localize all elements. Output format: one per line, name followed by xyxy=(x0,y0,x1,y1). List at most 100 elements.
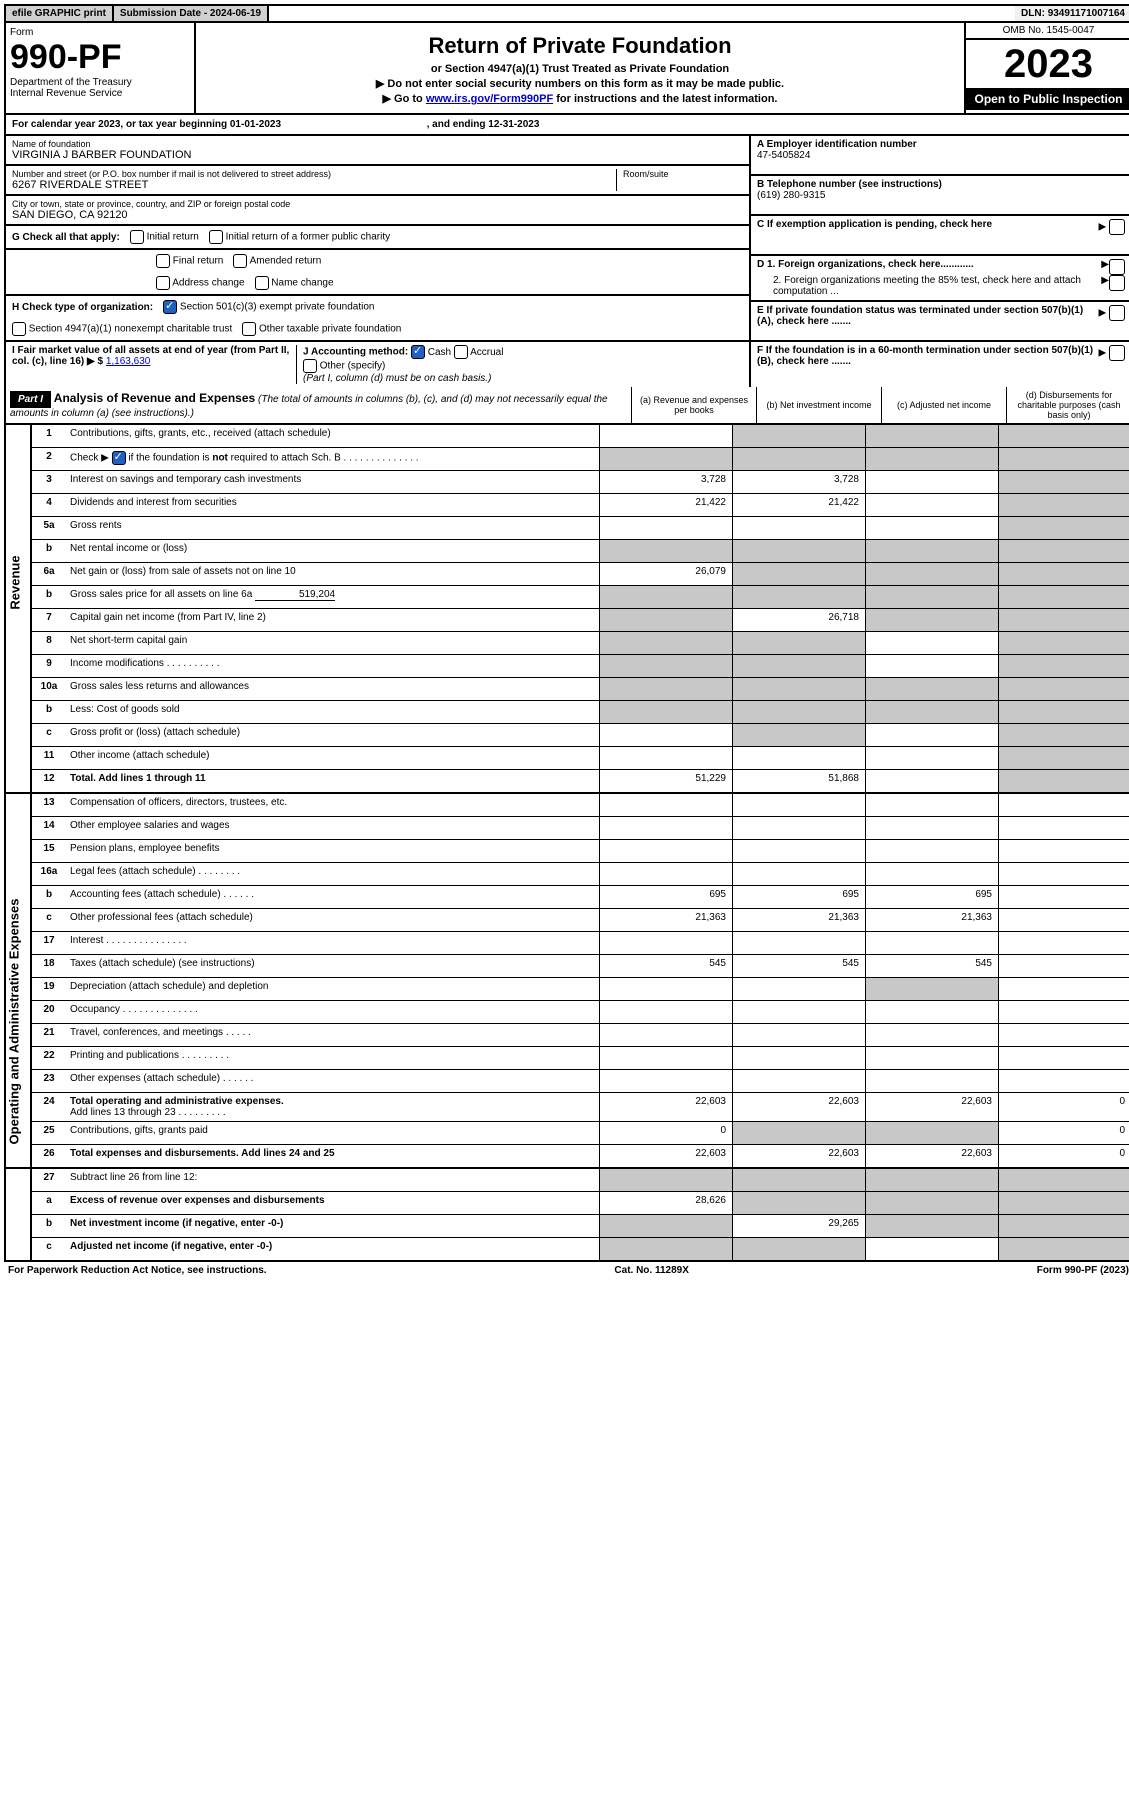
r18b: 545 xyxy=(732,955,865,977)
r24d: 0 xyxy=(998,1093,1129,1121)
g-check-row-2: Final return Amended return xyxy=(6,250,749,272)
line-13: Compensation of officers, directors, tru… xyxy=(66,794,599,816)
r2a: Check ▶ xyxy=(70,453,109,464)
c-label: C If exemption application is pending, c… xyxy=(757,219,1099,251)
note2-post: for instructions and the latest informat… xyxy=(553,93,777,105)
fmv-value[interactable]: 1,163,630 xyxy=(106,356,151,367)
f-checkbox[interactable] xyxy=(1109,345,1125,361)
r2c: not xyxy=(212,453,228,464)
line-16a: Legal fees (attach schedule) . . . . . .… xyxy=(66,863,599,885)
note-1: ▶ Do not enter social security numbers o… xyxy=(202,77,958,90)
501c3-checkbox[interactable] xyxy=(163,300,177,314)
line-4: Dividends and interest from securities xyxy=(66,494,599,516)
r25a: 0 xyxy=(599,1122,732,1144)
accrual-checkbox[interactable] xyxy=(454,345,468,359)
col-b-hdr: (b) Net investment income xyxy=(756,387,881,423)
g3: Final return xyxy=(173,256,224,267)
4947-checkbox[interactable] xyxy=(12,322,26,336)
address-change-checkbox[interactable] xyxy=(156,276,170,290)
r26a: 22,603 xyxy=(599,1145,732,1167)
r3a: 3,728 xyxy=(599,471,732,493)
line-2: Check ▶ if the foundation is not require… xyxy=(66,448,599,470)
r12a: 51,229 xyxy=(599,770,732,792)
other-taxable-checkbox[interactable] xyxy=(242,322,256,336)
j3: Other (specify) xyxy=(320,361,386,372)
ein-cell: A Employer identification number 47-5405… xyxy=(751,136,1129,176)
note2-pre: ▶ Go to xyxy=(383,93,426,105)
initial-former-checkbox[interactable] xyxy=(209,230,223,244)
part1-badge: Part I xyxy=(10,391,51,408)
form-title: Return of Private Foundation xyxy=(202,33,958,59)
r16cc: 21,363 xyxy=(865,909,998,931)
schb-checkbox[interactable] xyxy=(112,451,126,465)
cash-checkbox[interactable] xyxy=(411,345,425,359)
foundation-name: VIRGINIA J BARBER FOUNDATION xyxy=(12,149,743,161)
r26c: 22,603 xyxy=(865,1145,998,1167)
name-label: Name of foundation xyxy=(12,139,743,149)
g4: Amended return xyxy=(250,256,322,267)
h3: Other taxable private foundation xyxy=(259,324,401,335)
h-check-row: H Check type of organization: Section 50… xyxy=(6,296,749,318)
initial-return-checkbox[interactable] xyxy=(130,230,144,244)
line-23: Other expenses (attach schedule) . . . .… xyxy=(66,1070,599,1092)
open-public: Open to Public Inspection xyxy=(966,88,1129,110)
amended-return-checkbox[interactable] xyxy=(233,254,247,268)
r16bc: 695 xyxy=(865,886,998,908)
e-checkbox[interactable] xyxy=(1109,305,1125,321)
f-cell: F If the foundation is in a 60-month ter… xyxy=(751,342,1129,380)
f-label: F If the foundation is in a 60-month ter… xyxy=(757,345,1099,377)
r7b: 26,718 xyxy=(732,609,865,631)
part1-title: Analysis of Revenue and Expenses xyxy=(54,391,255,405)
line-21: Travel, conferences, and meetings . . . … xyxy=(66,1024,599,1046)
d1-checkbox[interactable] xyxy=(1109,259,1125,275)
line-5b: Net rental income or (loss) xyxy=(66,540,599,562)
d2-checkbox[interactable] xyxy=(1109,275,1125,291)
r6b-val: 519,204 xyxy=(255,589,335,601)
tel-cell: B Telephone number (see instructions) (6… xyxy=(751,176,1129,216)
line-8: Net short-term capital gain xyxy=(66,632,599,654)
line-16c: Other professional fees (attach schedule… xyxy=(66,909,599,931)
header-right: OMB No. 1545-0047 2023 Open to Public In… xyxy=(966,23,1129,113)
name-change-checkbox[interactable] xyxy=(255,276,269,290)
r24b: 22,603 xyxy=(732,1093,865,1121)
final-return-checkbox[interactable] xyxy=(156,254,170,268)
r26d: 0 xyxy=(998,1145,1129,1167)
i-label: I Fair market value of all assets at end… xyxy=(12,345,289,367)
line-1: Contributions, gifts, grants, etc., rece… xyxy=(66,425,599,447)
line-9: Income modifications . . . . . . . . . . xyxy=(66,655,599,677)
j1: Cash xyxy=(428,347,451,358)
line-20: Occupancy . . . . . . . . . . . . . . xyxy=(66,1001,599,1023)
line-6a: Net gain or (loss) from sale of assets n… xyxy=(66,563,599,585)
r24a: 22,603 xyxy=(599,1093,732,1121)
r16cb: 21,363 xyxy=(732,909,865,931)
revenue-side-label: Revenue xyxy=(6,425,32,792)
address-cell: Number and street (or P.O. box number if… xyxy=(6,166,749,196)
revenue-label: Revenue xyxy=(8,555,23,609)
line-10a: Gross sales less returns and allowances xyxy=(66,678,599,700)
r2d: required to attach Sch. B xyxy=(228,453,341,464)
cal-begin: 01-01-2023 xyxy=(230,119,281,130)
revenue-table: Revenue 1Contributions, gifts, grants, e… xyxy=(4,425,1129,794)
part1-desc: Part I Analysis of Revenue and Expenses … xyxy=(6,387,631,423)
h2: Section 4947(a)(1) nonexempt charitable … xyxy=(29,324,232,335)
h-label: H Check type of organization: xyxy=(12,302,153,313)
line-27b: Net investment income (if negative, ente… xyxy=(66,1215,599,1237)
d2-label: 2. Foreign organizations meeting the 85%… xyxy=(757,275,1101,297)
line-26: Total expenses and disbursements. Add li… xyxy=(66,1145,599,1167)
irs-link[interactable]: www.irs.gov/Form990PF xyxy=(426,93,553,105)
header-left: Form 990-PF Department of the Treasury I… xyxy=(6,23,196,113)
g1: Initial return xyxy=(147,232,199,243)
c-checkbox[interactable] xyxy=(1109,219,1125,235)
other-acct-checkbox[interactable] xyxy=(303,359,317,373)
line-22: Printing and publications . . . . . . . … xyxy=(66,1047,599,1069)
c-cell: C If exemption application is pending, c… xyxy=(751,216,1129,256)
line-17: Interest . . . . . . . . . . . . . . . xyxy=(66,932,599,954)
expenses-side-label: Operating and Administrative Expenses xyxy=(6,794,32,1167)
tax-year: 2023 xyxy=(966,40,1129,88)
d-cell: D 1. Foreign organizations, check here..… xyxy=(751,256,1129,302)
ein-label: A Employer identification number xyxy=(757,139,1125,150)
r16ba: 695 xyxy=(599,886,732,908)
efile-btn[interactable]: efile GRAPHIC print xyxy=(6,6,114,21)
line-10c: Gross profit or (loss) (attach schedule) xyxy=(66,724,599,746)
footer-left: For Paperwork Reduction Act Notice, see … xyxy=(8,1265,267,1276)
